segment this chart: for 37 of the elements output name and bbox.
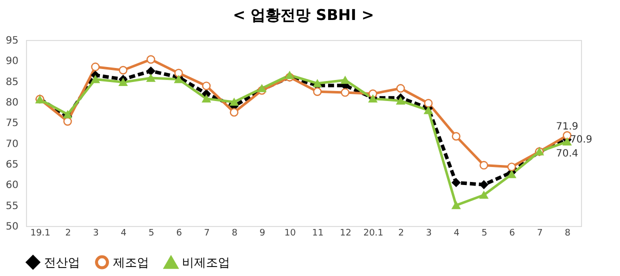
y-tick-label: 85 [6, 76, 18, 88]
x-tick-label: 2 [65, 228, 71, 238]
x-tick-label: 7 [537, 228, 543, 238]
x-tick-label: 3 [93, 228, 99, 238]
x-tick-label: 4 [454, 228, 460, 238]
y-tick-label: 60 [6, 180, 18, 192]
y-tick-label: 70 [6, 138, 18, 150]
y-tick-label: 75 [6, 118, 18, 130]
y-tick-label: 55 [6, 200, 18, 212]
x-tick-label: 8 [232, 228, 238, 238]
y-tick-label: 80 [6, 98, 18, 108]
chart-title: < 업황전망 SBHI > [232, 6, 374, 24]
legend-label: 전산업 [44, 255, 80, 270]
y-tick-label: 65 [6, 160, 18, 170]
y-tick-label: 50 [6, 222, 18, 232]
x-tick-label: 6 [176, 228, 182, 238]
x-tick-label: 3 [426, 228, 432, 238]
x-tick-label: 10 [284, 228, 296, 238]
data-label: 71.9 [556, 121, 578, 132]
x-tick-label: 2 [398, 228, 404, 238]
x-tick-label: 20.1 [363, 228, 384, 238]
x-tick-label: 5 [482, 228, 488, 238]
x-tick-label: 8 [564, 228, 571, 238]
x-tick-label: 4 [120, 228, 127, 238]
x-tick-label: 19.1 [30, 228, 50, 238]
x-tick-label: 7 [204, 228, 210, 238]
data-label: 70.9 [570, 134, 592, 146]
x-tick-label: 11 [312, 228, 324, 238]
legend-label: 비제조업 [182, 256, 230, 270]
x-tick-label: 6 [509, 228, 516, 238]
x-tick-label: 9 [260, 228, 266, 238]
data-label: 70.4 [556, 148, 578, 160]
legend-label: 제조업 [113, 255, 149, 270]
y-tick-label: 95 [6, 36, 18, 46]
y-tick-label: 90 [6, 56, 18, 68]
x-tick-label: 5 [148, 228, 154, 238]
x-tick-label: 12 [340, 228, 352, 238]
